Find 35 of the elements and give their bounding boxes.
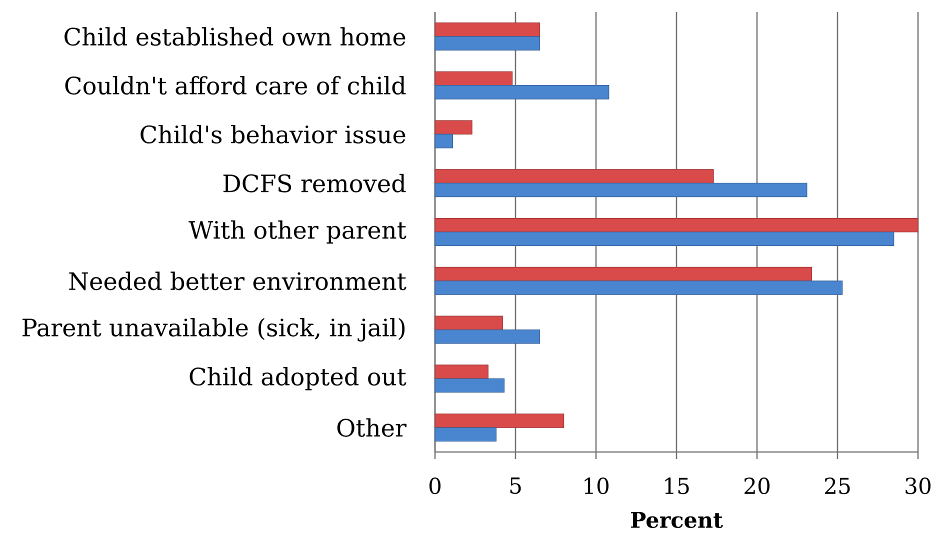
y-tick-label: Parent unavailable (sick, in jail) bbox=[22, 318, 405, 342]
y-tick-label: DCFS removed bbox=[223, 174, 406, 192]
y-tick-label: With other parent bbox=[188, 220, 406, 244]
x-tick-label: 20 bbox=[744, 478, 770, 494]
x-tick-label: 10 bbox=[584, 478, 609, 494]
bar bbox=[434, 232, 894, 246]
y-tick-label: Child's behavior issue bbox=[140, 124, 406, 144]
bar bbox=[434, 85, 610, 100]
bar bbox=[434, 280, 843, 295]
bar bbox=[434, 218, 918, 232]
y-tick-label: Child adopted out bbox=[190, 367, 406, 390]
bar bbox=[434, 36, 540, 50]
bar bbox=[434, 182, 808, 198]
bar bbox=[434, 22, 540, 37]
x-axis-title: Percent bbox=[631, 512, 723, 528]
bar bbox=[434, 134, 454, 148]
x-tick-label: 25 bbox=[825, 478, 850, 494]
x-tick-label: 5 bbox=[510, 478, 521, 494]
y-tick-label: Couldn't afford care of child bbox=[65, 76, 406, 95]
bar bbox=[434, 316, 503, 330]
bar bbox=[434, 266, 812, 282]
bar bbox=[434, 329, 540, 344]
bar bbox=[434, 414, 564, 428]
x-tick-label: 30 bbox=[906, 478, 931, 494]
y-tick-label: Child established own home bbox=[64, 27, 406, 46]
y-tick-label: Other bbox=[337, 418, 406, 437]
bar bbox=[434, 427, 496, 442]
bar bbox=[434, 169, 714, 184]
bar bbox=[434, 120, 472, 135]
y-tick-label: Needed better environment bbox=[69, 272, 406, 290]
x-tick-label: 0 bbox=[429, 478, 441, 494]
bar bbox=[434, 378, 505, 393]
bar bbox=[434, 71, 513, 86]
x-tick-label: 15 bbox=[665, 478, 689, 494]
bar bbox=[434, 364, 488, 379]
